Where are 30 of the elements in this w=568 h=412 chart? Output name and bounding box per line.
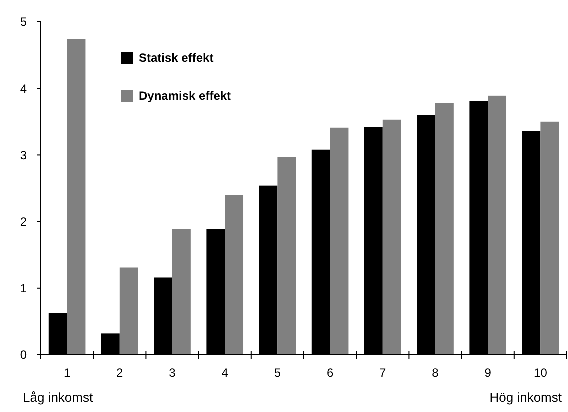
x-tick-label: 6 (326, 366, 334, 380)
text: Hög inkomst (490, 390, 562, 405)
bar (172, 229, 191, 355)
bar (225, 195, 244, 355)
x-tick-label: 10 (534, 366, 548, 380)
bar (67, 39, 86, 355)
x-tick-label: 1 (64, 366, 71, 380)
y-tick-label: 2 (20, 215, 28, 229)
legend-label: Statisk effekt (139, 51, 214, 66)
x-tick-label: 7 (380, 366, 387, 380)
legend-label: Dynamisk effekt (139, 89, 232, 104)
x-tick-label: 2 (116, 366, 124, 380)
y-tick-label: 1 (20, 282, 28, 296)
x-tick-label: 8 (432, 366, 440, 380)
x-tick-label: 9 (484, 366, 492, 380)
y-tick-label: 3 (20, 148, 28, 162)
text: Låg inkomst (23, 390, 94, 405)
y-tick-label: 0 (20, 348, 28, 362)
y-tick-label: 5 (20, 15, 28, 30)
bar (436, 103, 454, 355)
x-tick-label: 4 (222, 366, 229, 380)
bar (278, 157, 296, 355)
bar (120, 268, 138, 355)
x-tick-label: 5 (274, 366, 282, 380)
x-tick-label: 3 (169, 366, 176, 380)
bar (540, 122, 560, 355)
bar (330, 128, 349, 355)
bar (488, 96, 507, 355)
bar (382, 120, 402, 355)
y-tick-label: 4 (20, 82, 28, 96)
